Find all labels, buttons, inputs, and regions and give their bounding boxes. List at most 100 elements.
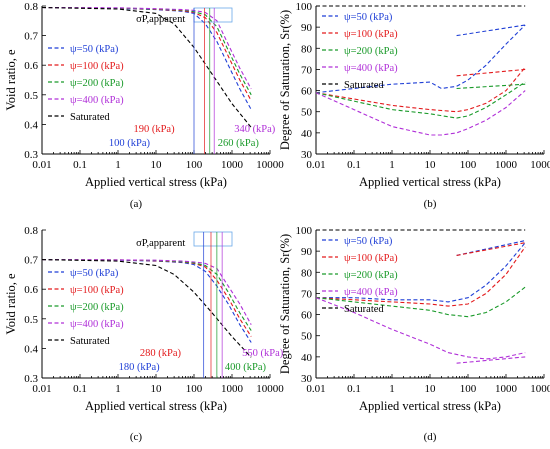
y-tick-label: 60 xyxy=(301,310,313,322)
y-tick-label: 40 xyxy=(301,128,313,140)
y-tick-label: 30 xyxy=(301,149,313,161)
x-axis-label: Applied vertical stress (kPa) xyxy=(85,175,227,189)
stress-label-psi100: 190 (kPa) xyxy=(133,124,175,135)
panel-caption: (c) xyxy=(130,431,143,443)
legend-label: ψ=200 (kPa) xyxy=(344,270,398,281)
stress-label-psi50: 180 (kPa) xyxy=(119,362,161,373)
panel-caption: (d) xyxy=(424,431,437,443)
series-line-psi200 xyxy=(41,259,252,331)
legend-label: ψ=50 (kPa) xyxy=(344,12,393,23)
yield-region-box xyxy=(193,231,233,247)
panel-caption: (b) xyxy=(424,198,437,210)
y-tick-label: 30 xyxy=(301,373,313,385)
sigma-p-apparent-label: σP,apparent xyxy=(136,238,185,249)
stress-label-psi100: 280 (kPa) xyxy=(140,348,182,359)
chart-panel-c: 0.01 0.1 1 10 100 1000 10000 0.3 0.4 0.5 0.6 0.7 0.8… xyxy=(4,225,284,443)
x-tick-label: 100 xyxy=(460,383,477,395)
x-tick-label: 10000 xyxy=(530,383,550,395)
sigma-p-apparent-label: σP,apparent xyxy=(136,14,185,25)
x-tick-label: 100 xyxy=(460,159,477,171)
legend-label: ψ=50 (kPa) xyxy=(70,44,119,55)
y-tick-label: 50 xyxy=(301,107,313,119)
x-tick-label: 0.01 xyxy=(32,383,51,395)
legend-label: ψ=50 (kPa) xyxy=(344,236,393,247)
y-tick-label: 40 xyxy=(301,352,313,364)
legend-label: ψ=200 (kPa) xyxy=(70,78,124,89)
x-tick-label: 10 xyxy=(425,383,437,395)
legend-label: ψ=400 (kPa) xyxy=(344,287,398,298)
y-axis-label: Void ratio, e xyxy=(4,273,18,335)
stress-label-psi400: 550 (kPa) xyxy=(242,348,284,359)
y-tick-label: 90 xyxy=(301,246,313,258)
series-line-saturated xyxy=(41,6,252,128)
series-line-psi50 xyxy=(316,242,526,303)
series-line-psi50 xyxy=(41,6,252,110)
y-tick-label: 60 xyxy=(301,86,313,98)
x-tick-label: 1 xyxy=(389,159,395,171)
x-tick-label: 1000 xyxy=(221,383,244,395)
series-line-psi200 xyxy=(41,6,252,96)
stress-label-psi400: 340 (kPa) xyxy=(234,124,276,135)
x-tick-label: 1000 xyxy=(221,159,244,171)
y-tick-label: 0.7 xyxy=(24,255,38,267)
y-tick-label: 90 xyxy=(301,22,313,34)
y-tick-label: 0.8 xyxy=(24,225,38,237)
x-tick-label: 10000 xyxy=(530,159,550,171)
y-tick-label: 0.7 xyxy=(24,31,38,43)
series-segment-psi100 xyxy=(456,68,526,77)
x-tick-label: 1000 xyxy=(495,383,518,395)
y-tick-label: 0.5 xyxy=(24,314,38,326)
series-line-psi100 xyxy=(41,6,252,101)
series-line-psi100 xyxy=(41,259,252,337)
x-tick-label: 100 xyxy=(186,159,203,171)
y-tick-label: 0.6 xyxy=(24,60,38,72)
y-tick-label: 50 xyxy=(301,331,313,343)
legend-label: ψ=400 (kPa) xyxy=(344,63,398,74)
series-line-psi200 xyxy=(315,81,526,119)
y-tick-label: 80 xyxy=(301,43,313,55)
legend-label: Saturated xyxy=(344,80,384,91)
legend-label: ψ=200 (kPa) xyxy=(344,46,398,57)
y-tick-label: 0.6 xyxy=(24,284,38,296)
y-tick-label: 0.8 xyxy=(24,1,38,13)
y-tick-label: 0.4 xyxy=(24,343,38,355)
series-segment-psi200 xyxy=(456,83,526,90)
y-tick-label: 0.5 xyxy=(24,90,38,102)
series-segment-psi50 xyxy=(456,240,526,256)
stress-label-psi200: 400 (kPa) xyxy=(225,362,267,373)
legend-label: Saturated xyxy=(70,336,110,347)
y-axis-label: Degree of Saturation, Sr(%) xyxy=(278,234,292,374)
y-axis-label: Degree of Saturation, Sr(%) xyxy=(278,10,292,150)
panel-caption: (a) xyxy=(130,198,143,210)
legend-label: Saturated xyxy=(70,112,110,123)
x-tick-label: 1 xyxy=(115,383,121,395)
x-tick-label: 10 xyxy=(151,383,163,395)
chart-panel-a: 0.01 0.1 1 10 100 1000 10000 0.3 0.4 0.5 0.6 0.7 0.8… xyxy=(4,1,284,210)
chart-panel-b: 0.01 0.1 1 10 100 1000 10000 30 40 50 60 70 80 90 100 A… xyxy=(278,1,550,210)
x-tick-label: 0.1 xyxy=(347,159,361,171)
stress-label-psi50: 100 (kPa) xyxy=(109,138,151,149)
legend-label: ψ=400 (kPa) xyxy=(70,95,124,106)
series-line-psi400 xyxy=(41,6,252,90)
x-axis-label: Applied vertical stress (kPa) xyxy=(359,399,501,413)
y-tick-label: 100 xyxy=(296,1,313,13)
x-tick-label: 0.01 xyxy=(306,159,325,171)
x-tick-label: 0.1 xyxy=(347,383,361,395)
x-tick-label: 0.01 xyxy=(306,383,325,395)
y-tick-label: 100 xyxy=(296,225,313,237)
x-tick-label: 1 xyxy=(389,383,395,395)
series-line-psi400 xyxy=(315,90,526,136)
stress-label-psi200: 260 (kPa) xyxy=(218,138,260,149)
x-axis-label: Applied vertical stress (kPa) xyxy=(359,175,501,189)
y-tick-label: 0.3 xyxy=(24,149,38,161)
x-tick-label: 10 xyxy=(425,159,437,171)
legend-label: ψ=200 (kPa) xyxy=(70,302,124,313)
chart-panel-d: 0.01 0.1 1 10 100 1000 10000 30 40 50 60 70 80 90 100 A… xyxy=(278,225,550,443)
y-tick-label: 80 xyxy=(301,267,313,279)
legend-label: ψ=400 (kPa) xyxy=(70,319,124,330)
x-axis-label: Applied vertical stress (kPa) xyxy=(85,399,227,413)
x-tick-label: 0.1 xyxy=(73,159,87,171)
legend-label: ψ=100 (kPa) xyxy=(70,61,124,72)
legend-label: ψ=100 (kPa) xyxy=(344,253,398,264)
